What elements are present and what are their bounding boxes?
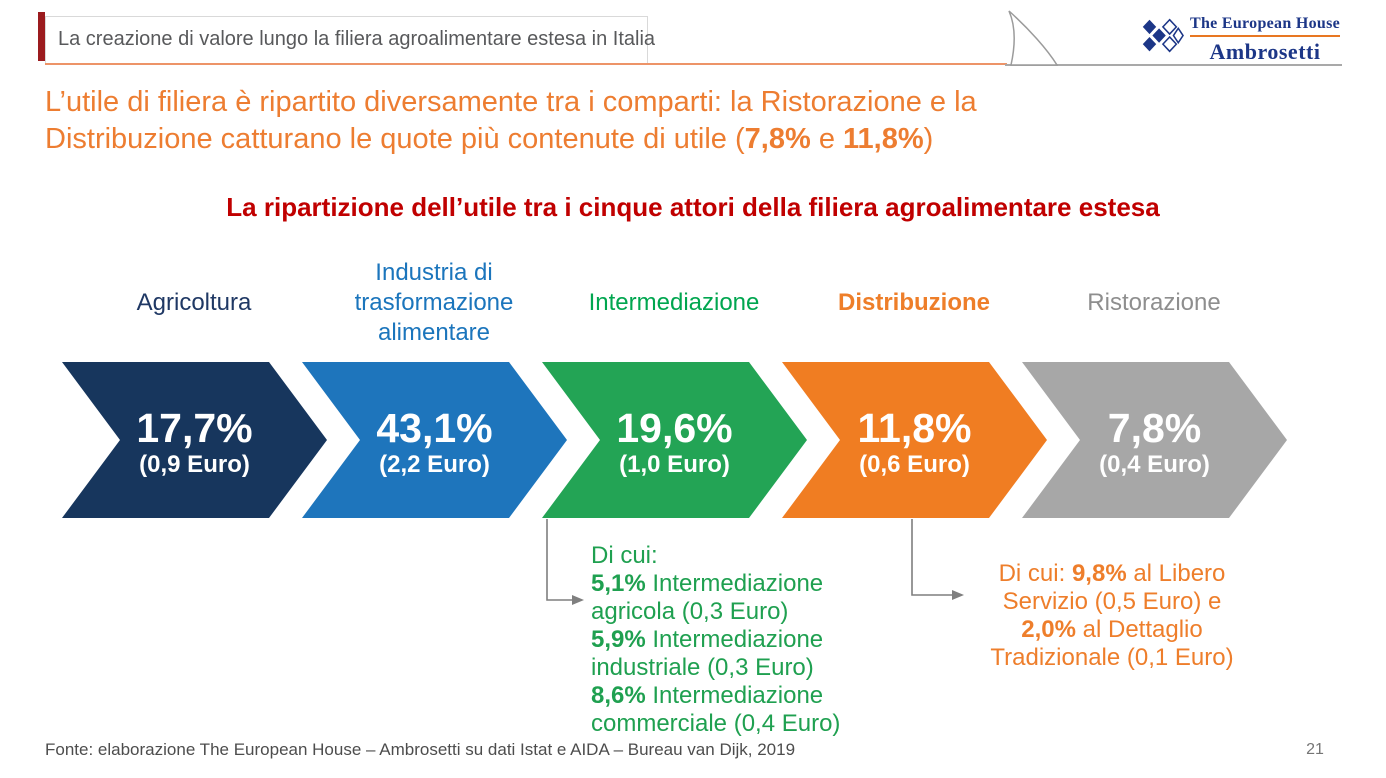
column-label-ristorazione: Ristorazione: [1087, 289, 1221, 316]
header-rule-gray: [1005, 64, 1342, 66]
chevron-pct: 7,8%: [1107, 405, 1202, 451]
main-heading: L’utile di filiera è ripartito diversame…: [45, 86, 977, 155]
logo-line2: Ambrosetti: [1209, 39, 1321, 64]
chevron-agricoltura: 17,7% (0,9 Euro): [62, 362, 327, 518]
chevron-euro: (1,0 Euro): [619, 451, 730, 478]
chevron-euro: (0,6 Euro): [859, 451, 970, 478]
chevron-distribuzione: 11,8% (0,6 Euro): [782, 362, 1047, 518]
chevron-pct: 43,1%: [376, 405, 493, 451]
ambrosetti-logo: The European House Ambrosetti: [1138, 15, 1341, 65]
chevron-intermediazione: 19,6% (1,0 Euro): [542, 362, 807, 518]
chevron-euro: (0,9 Euro): [139, 451, 250, 478]
chevron-pct: 19,6%: [616, 405, 733, 451]
column-label-agricoltura: Agricoltura: [136, 289, 252, 316]
column-label-industria: Industria di trasformazione alimentare: [354, 259, 514, 346]
chevron-euro: (0,4 Euro): [1099, 451, 1210, 478]
header-rule-orange: [45, 63, 1007, 65]
footer-source: Fonte: elaborazione The European House –…: [45, 740, 796, 759]
ambrosetti-diamonds-icon: [1142, 18, 1184, 53]
chevron-euro: (2,2 Euro): [379, 451, 490, 478]
title-accent-bar: [38, 12, 45, 61]
chart-title: La ripartizione dell’utile tra i cinque …: [226, 192, 1160, 222]
logo-rule: [1190, 35, 1341, 37]
sail-icon: [1008, 10, 1059, 66]
page-number: 21: [1306, 741, 1324, 758]
chevron-pct: 17,7%: [136, 405, 253, 451]
logo-text: The European House Ambrosetti: [1190, 15, 1341, 65]
note-intermediazione-breakdown: Di cui: 5,1% Intermediazione agricola (0,3…: [591, 542, 841, 737]
column-label-intermediazione: Intermediazione: [588, 289, 760, 316]
logo-line1: The European House: [1190, 15, 1341, 32]
slide-title: La creazione di valore lungo la filiera …: [58, 28, 656, 50]
chevron-pct: 11,8%: [857, 405, 972, 451]
note-distribuzione-breakdown: Di cui: 9,8% al Libero Servizio (0,5 Euro…: [990, 560, 1234, 671]
column-label-distribuzione: Distribuzione: [837, 289, 990, 316]
